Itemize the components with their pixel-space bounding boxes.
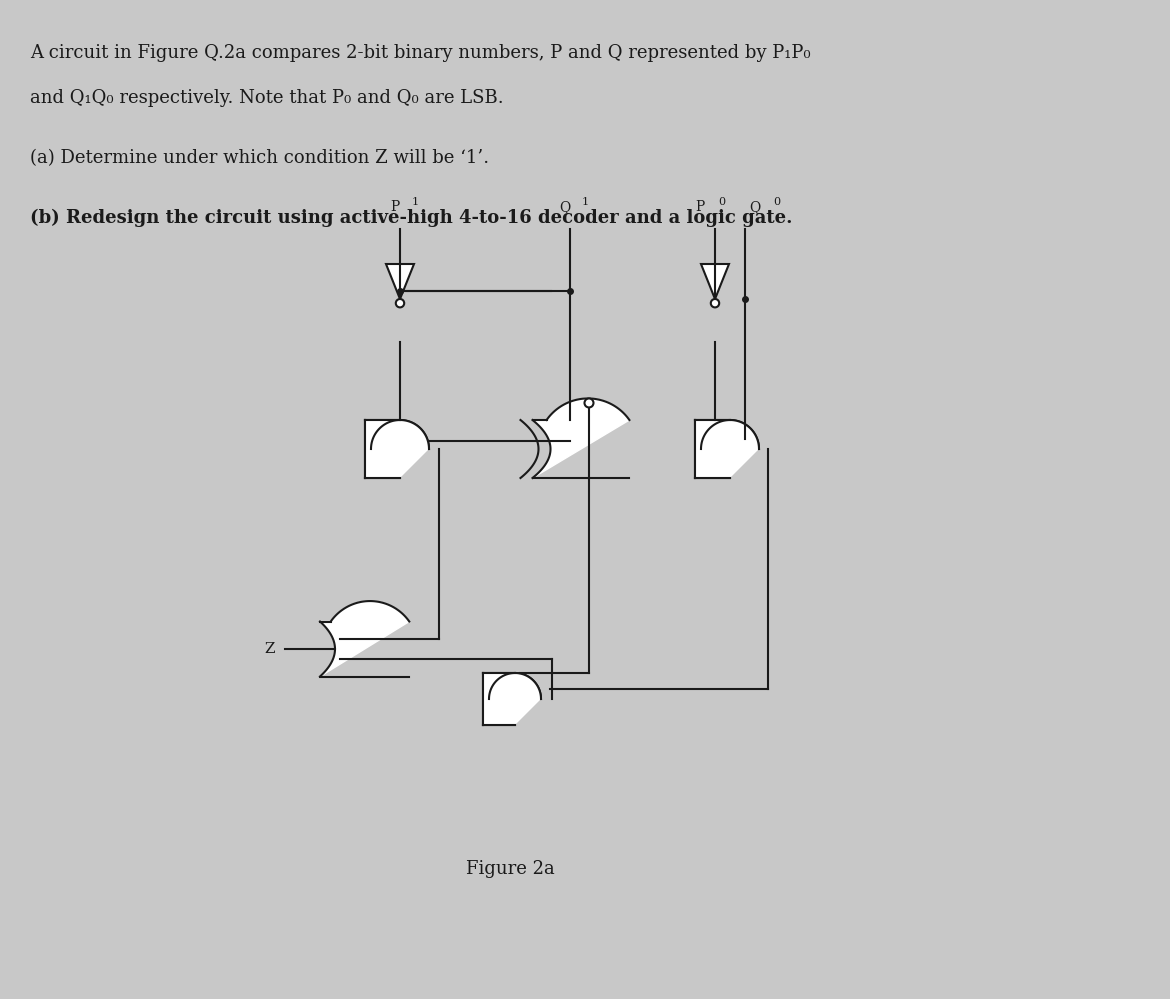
Text: P: P [391, 200, 400, 214]
Text: 0: 0 [773, 197, 780, 207]
Text: (b) Redesign the circuit using active-high 4-to-16 decoder and a logic gate.: (b) Redesign the circuit using active-hi… [30, 209, 792, 227]
Text: 1: 1 [581, 197, 590, 207]
PathPatch shape [365, 420, 429, 478]
Text: 1: 1 [412, 197, 419, 207]
Circle shape [711, 299, 720, 308]
Text: and Q₁Q₀ respectively. Note that P₀ and Q₀ are LSB.: and Q₁Q₀ respectively. Note that P₀ and … [30, 89, 503, 107]
Text: A circuit in Figure Q.2a compares 2-bit binary numbers, P and Q represented by P: A circuit in Figure Q.2a compares 2-bit … [30, 44, 811, 62]
Polygon shape [321, 601, 410, 676]
Polygon shape [532, 399, 629, 478]
Text: Figure 2a: Figure 2a [466, 860, 555, 878]
Text: Q: Q [559, 200, 571, 214]
PathPatch shape [482, 673, 541, 725]
PathPatch shape [695, 420, 759, 478]
Circle shape [585, 399, 593, 408]
Text: (a) Determine under which condition Z will be ‘1’.: (a) Determine under which condition Z wi… [30, 149, 489, 167]
Circle shape [395, 299, 404, 308]
Polygon shape [386, 264, 414, 299]
Text: P: P [695, 200, 704, 214]
Text: 0: 0 [718, 197, 725, 207]
Polygon shape [701, 264, 729, 299]
Text: Z: Z [264, 642, 275, 656]
Text: Q: Q [749, 200, 761, 214]
